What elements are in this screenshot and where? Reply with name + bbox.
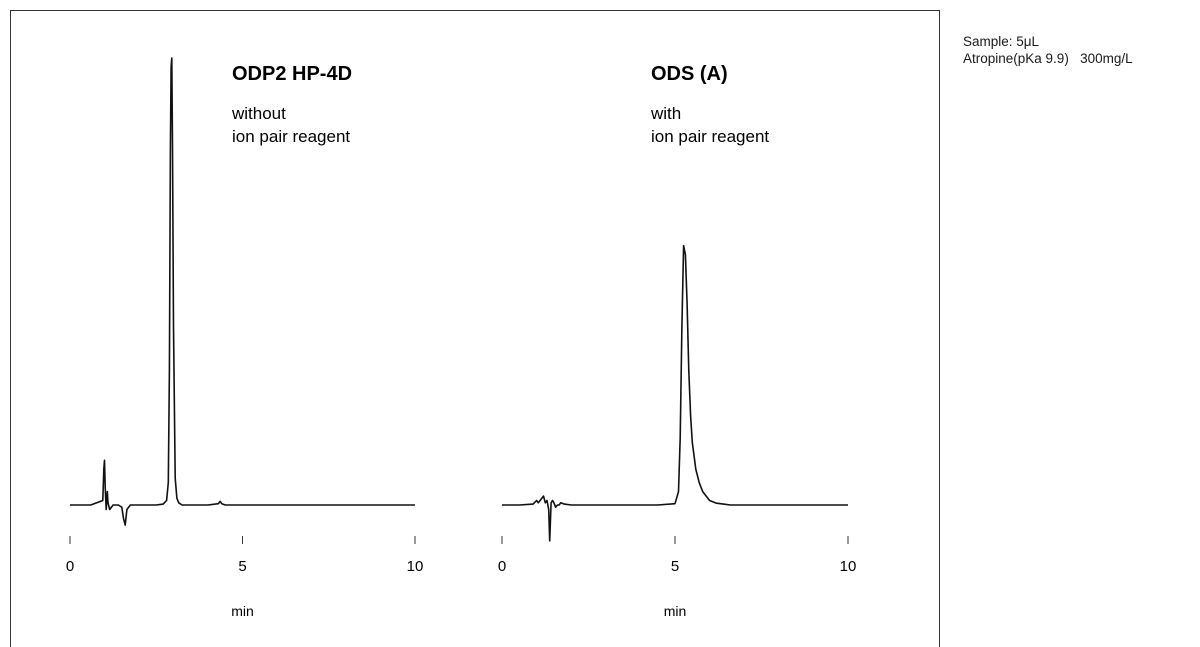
panel-1-x-tick-label-10: 10: [407, 558, 424, 575]
analyte-text: Atropine(pKa 9.9) 300mg/L: [963, 51, 1133, 66]
panel-2-trace-line: [502, 244, 848, 542]
panel-1-title: ODP2 HP-4D: [232, 63, 352, 85]
panel-2-title: ODS (A): [651, 63, 728, 85]
panel-1-x-tick-label-5: 5: [238, 558, 246, 575]
panel-1-subtitle-line-2: ion pair reagent: [232, 127, 350, 146]
panel-2-subtitle-line-2: ion pair reagent: [651, 127, 769, 146]
panel-1-x-axis-label: min: [231, 603, 254, 619]
panel-1-subtitle-line-1: without: [231, 104, 286, 123]
panel-2-x-tick-label-0: 0: [498, 558, 506, 575]
panel-2-x-tick-label-10: 10: [840, 558, 857, 575]
panel-1-trace-line: [70, 57, 415, 526]
figure-frame: [10, 10, 940, 647]
panel-2-subtitle-line-1: with: [650, 104, 681, 123]
panel-2-x-axis-label: min: [664, 603, 687, 619]
chromatogram-svg: ODP2 HP-4D without ion pair reagent 0 5 10 min…: [66, 57, 857, 619]
panel-1-x-tick-label-0: 0: [66, 558, 74, 575]
sample-notes: Sample: 5μL Atropine(pKa 9.9) 300mg/L: [963, 33, 1133, 67]
sample-volume-text: Sample: 5μL: [963, 34, 1040, 49]
panel-2-x-tick-label-5: 5: [671, 558, 679, 575]
